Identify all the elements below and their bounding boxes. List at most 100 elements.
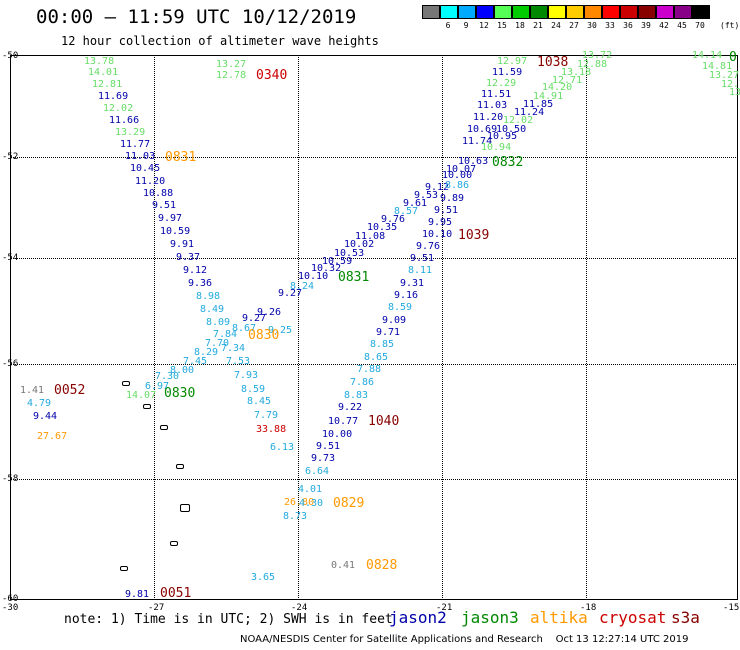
swh-value: 14.14: [692, 50, 723, 61]
swh-value: 13: [729, 87, 740, 98]
swh-value: 12.29: [486, 78, 517, 89]
swh-value: 12.81: [92, 79, 123, 90]
swh-value: 10.88: [143, 188, 174, 199]
swh-value: 7.79: [254, 410, 279, 421]
color-scale-swatch: [674, 5, 692, 19]
swh-value: 6.64: [305, 466, 330, 477]
pass-time: 0830: [248, 328, 280, 343]
pass-time: 0052: [54, 383, 86, 398]
color-scale-swatch: [656, 5, 674, 19]
swh-value: 7.53: [226, 356, 251, 367]
swh-value: 8.49: [200, 304, 225, 315]
footer-credit: NOAA/NESDIS Center for Satellite Applica…: [240, 634, 689, 645]
color-scale-label: 9: [463, 21, 469, 30]
swh-value: 14.91: [533, 91, 564, 102]
swh-value: 9.71: [376, 327, 401, 338]
footer-timestamp: Oct 13 12:27:14 UTC 2019: [555, 634, 689, 645]
swh-value: 13.18: [561, 67, 592, 78]
lat-label: -56: [2, 359, 19, 369]
swh-value: 11.20: [135, 176, 166, 187]
swh-value: 7.45: [183, 356, 208, 367]
swh-value: 9.16: [394, 290, 419, 301]
swh-value: 8.09: [206, 317, 231, 328]
swh-value: 11.03: [125, 151, 156, 162]
swh-value: 7.34: [221, 343, 246, 354]
swh-value: 8.45: [247, 396, 272, 407]
color-scale-swatch: [440, 5, 458, 19]
swh-value: 11.03: [477, 100, 508, 111]
swh-value: 9.91: [170, 239, 195, 250]
color-scale-swatch: [584, 5, 602, 19]
swh-value: 27.67: [37, 431, 68, 442]
map-title: 00:00 – 11:59 UTC 10/12/2019: [36, 6, 357, 28]
color-scale-label: 36: [623, 21, 633, 30]
swh-value: 10.94: [481, 142, 512, 153]
swh-value: 1.41: [20, 385, 45, 396]
legend-jason3: jason3: [461, 608, 519, 627]
swh-value: 10.07: [446, 164, 477, 175]
swh-value: 13.27: [709, 70, 740, 81]
lon-label: -21: [436, 603, 453, 613]
swh-value: 7.93: [234, 370, 259, 381]
pass-time: 0340: [256, 68, 288, 83]
swh-value: 8.65: [364, 352, 389, 363]
island-outline: [143, 404, 151, 409]
swh-value: 14.01: [88, 67, 119, 78]
swh-value: 11.77: [120, 139, 151, 150]
swh-value: 0.41: [331, 560, 356, 571]
swh-value: 10.10: [422, 229, 453, 240]
swh-value: 10.02: [344, 239, 375, 250]
swh-value: 8.11: [408, 265, 433, 276]
color-scale-swatch: [620, 5, 638, 19]
swh-value: 9.44: [33, 411, 58, 422]
swh-value: 10.95: [487, 131, 518, 142]
lat-label: -50: [2, 51, 19, 61]
swh-value: 11.66: [109, 115, 140, 126]
swh-value: 11.20: [473, 112, 504, 123]
swh-value: 9.81: [125, 589, 150, 600]
color-scale-label: 27: [569, 21, 579, 30]
color-scale-swatch: [566, 5, 584, 19]
swh-value: 11.08: [355, 231, 386, 242]
swh-value: 9.95: [428, 217, 453, 228]
color-scale-label: 21: [533, 21, 543, 30]
grid-line-lat: [10, 157, 738, 158]
swh-value: 8.83: [344, 390, 369, 401]
swh-value: 10.50: [496, 124, 527, 135]
color-scale-label: 12: [479, 21, 489, 30]
island-outline: [160, 425, 168, 430]
swh-value: 10.10: [298, 271, 329, 282]
grid-line-lat: [10, 258, 738, 259]
lon-label: -18: [580, 603, 597, 613]
swh-value: 10.35: [367, 222, 398, 233]
swh-value: 7.86: [350, 377, 375, 388]
swh-value: 10.77: [328, 416, 359, 427]
swh-value: 9.12: [183, 265, 208, 276]
swh-value: 9.51: [316, 441, 341, 452]
swh-value: 9.61: [403, 198, 428, 209]
swh-value: 10.53: [334, 248, 365, 259]
island-outline: [176, 464, 184, 469]
lat-label: -54: [2, 253, 19, 263]
color-scale-swatch: [476, 5, 494, 19]
swh-value: 10.32: [311, 263, 342, 274]
color-scale-label: 6: [445, 21, 451, 30]
swh-value: 4.30: [299, 498, 324, 509]
swh-value: 14.81: [702, 61, 733, 72]
swh-value: 8.57: [394, 206, 419, 217]
swh-value: 9.53: [414, 190, 439, 201]
swh-value: 9.97: [158, 213, 183, 224]
swh-value: 14.07: [126, 390, 157, 401]
island-outline: [122, 381, 130, 386]
lat-label: -58: [2, 474, 19, 484]
swh-value: 8.98: [196, 291, 221, 302]
swh-value: 9.31: [400, 278, 425, 289]
lon-label: -24: [291, 603, 308, 613]
swh-value: 9.89: [440, 193, 465, 204]
swh-value: 26.80: [284, 497, 315, 508]
pass-time: 0830: [164, 386, 196, 401]
color-scale-swatch: [638, 5, 656, 19]
swh-value: 12.02: [103, 103, 134, 114]
swh-value: 9.22: [338, 402, 363, 413]
